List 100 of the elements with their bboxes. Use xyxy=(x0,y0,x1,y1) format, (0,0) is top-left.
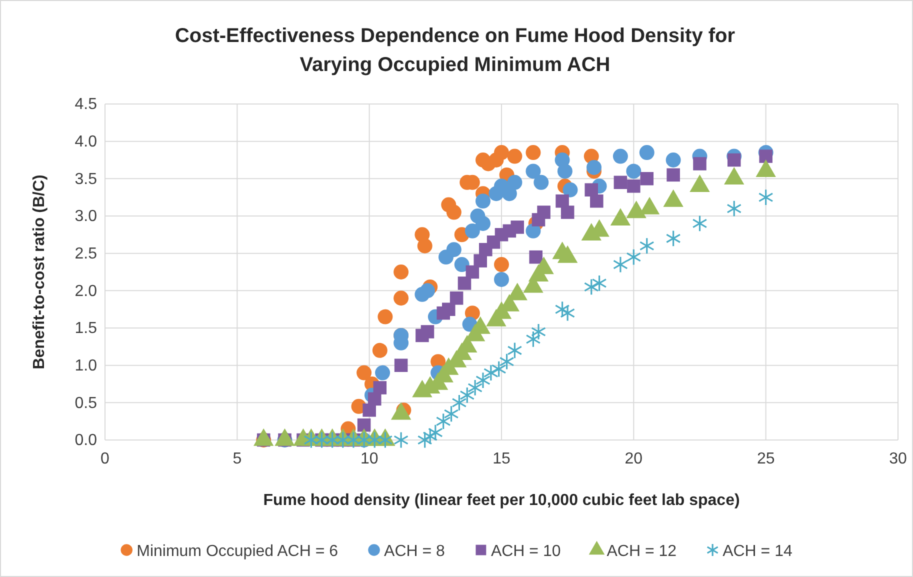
y-tick-label: 0.0 xyxy=(74,432,98,450)
y-axis-title: Benefit-to-cost ratio (B/C) xyxy=(31,174,48,370)
point xyxy=(417,238,432,254)
point xyxy=(534,174,549,190)
y-tick-label: 2.5 xyxy=(74,245,98,262)
point xyxy=(476,194,490,209)
point xyxy=(367,432,382,448)
point xyxy=(510,220,524,234)
y-tick-label: 4.0 xyxy=(74,133,98,150)
point xyxy=(639,237,654,254)
point xyxy=(537,206,550,219)
point xyxy=(612,256,628,274)
x-tick-label: 5 xyxy=(232,450,242,468)
x-tick-label: 15 xyxy=(492,450,510,468)
point xyxy=(727,153,741,167)
point xyxy=(529,250,543,264)
legend-label: ACH = 8 xyxy=(384,543,446,560)
point xyxy=(586,160,602,175)
point xyxy=(759,150,772,163)
point xyxy=(474,254,487,268)
point xyxy=(464,223,480,238)
point xyxy=(562,182,578,198)
point xyxy=(446,204,462,220)
point xyxy=(526,223,541,238)
point xyxy=(494,145,509,160)
point xyxy=(612,148,628,164)
x-tick-label: 25 xyxy=(756,450,775,468)
y-tick-label: 3.0 xyxy=(74,208,98,226)
point xyxy=(666,168,680,182)
point xyxy=(494,272,509,287)
point xyxy=(584,183,598,197)
point xyxy=(507,174,522,190)
point xyxy=(494,257,509,272)
point xyxy=(639,145,654,160)
point xyxy=(626,248,642,266)
point xyxy=(417,432,432,448)
point xyxy=(560,206,574,219)
point xyxy=(726,200,742,218)
point xyxy=(420,283,435,298)
point xyxy=(394,358,408,372)
point xyxy=(626,164,642,179)
y-tick-label: 4.5 xyxy=(74,96,98,114)
y-tick-label: 1.5 xyxy=(74,320,98,338)
point xyxy=(476,372,490,389)
chart-title: Cost-Effectiveness Dependence on Fume Hood Density for Varying Occupied Minimum ACH xyxy=(174,25,736,76)
point xyxy=(666,230,681,247)
y-tick-label: 0.5 xyxy=(74,394,98,412)
point xyxy=(378,309,393,324)
point xyxy=(428,424,443,442)
point xyxy=(666,152,681,168)
point xyxy=(436,412,451,430)
point xyxy=(368,392,382,406)
y-tick-label: 3.5 xyxy=(74,170,98,188)
point xyxy=(627,179,640,193)
y-tick-label: 1.0 xyxy=(74,357,98,374)
point xyxy=(584,278,599,296)
point xyxy=(444,405,459,422)
point xyxy=(357,418,371,432)
point xyxy=(468,379,483,396)
point xyxy=(420,325,434,338)
point xyxy=(372,342,388,358)
point xyxy=(362,403,376,417)
point xyxy=(450,291,464,305)
point xyxy=(422,428,438,445)
point xyxy=(476,216,490,231)
point xyxy=(491,360,506,378)
point xyxy=(460,386,475,404)
point xyxy=(556,194,569,208)
point xyxy=(394,290,409,306)
point xyxy=(466,265,480,279)
point xyxy=(442,302,456,316)
point xyxy=(394,432,409,448)
point xyxy=(526,164,541,179)
x-tick-label: 0 xyxy=(100,450,110,468)
point xyxy=(507,342,522,359)
y-tick-label: 2.0 xyxy=(74,282,98,300)
x-tick-label: 30 xyxy=(889,450,907,468)
point xyxy=(373,381,387,394)
point xyxy=(692,214,708,232)
point xyxy=(557,164,572,179)
point xyxy=(590,194,604,208)
legend-label: Minimum Occupied ACH = 6 xyxy=(136,543,338,560)
legend-label: ACH = 12 xyxy=(606,543,677,560)
point xyxy=(502,186,517,202)
point xyxy=(356,365,372,380)
point xyxy=(526,145,541,160)
point xyxy=(640,172,654,186)
point xyxy=(758,188,774,206)
point xyxy=(378,432,393,448)
x-axis-title: Fume hood density (linear feet per 10,000 cubic feet lab space) xyxy=(263,492,740,509)
legend-label: ACH = 14 xyxy=(722,543,792,560)
point xyxy=(507,148,522,164)
point xyxy=(375,365,390,380)
point xyxy=(614,176,628,190)
point xyxy=(483,364,498,382)
point xyxy=(304,432,319,448)
point xyxy=(592,274,607,292)
point xyxy=(446,242,462,258)
x-tick-label: 10 xyxy=(360,450,378,468)
point xyxy=(693,157,706,170)
